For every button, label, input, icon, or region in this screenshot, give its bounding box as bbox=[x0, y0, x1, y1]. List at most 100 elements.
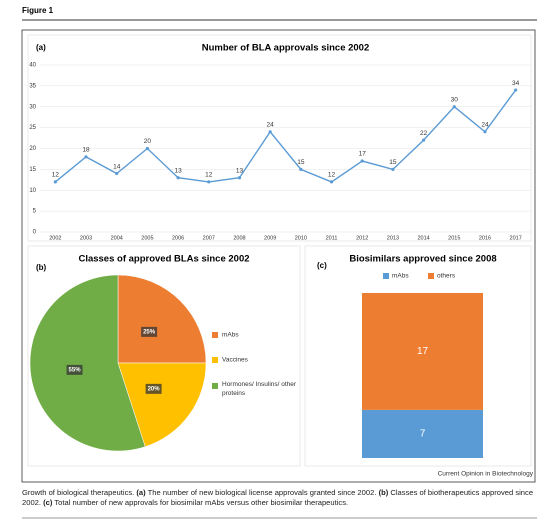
x-tick-label: 2010 bbox=[295, 235, 307, 241]
data-point bbox=[84, 155, 88, 159]
data-point bbox=[237, 176, 242, 180]
x-tick-label: 2007 bbox=[203, 235, 215, 241]
data-label: 12 bbox=[52, 172, 60, 179]
x-tick-label: 2011 bbox=[326, 235, 338, 241]
legend-label: Hormones/ Insulins/ other proteins bbox=[222, 381, 297, 397]
data-label: 24 bbox=[267, 122, 275, 129]
data-point bbox=[299, 167, 303, 171]
label-box bbox=[66, 364, 83, 375]
data-label: 7 bbox=[420, 429, 426, 440]
data-point bbox=[514, 88, 518, 92]
caption-text: (a) bbox=[136, 488, 146, 497]
data-label: 12 bbox=[205, 172, 213, 179]
data-label: 25% bbox=[143, 329, 156, 335]
data-label: 24 bbox=[481, 122, 489, 129]
y-tick-label: 30 bbox=[29, 104, 36, 110]
x-tick-label: 2017 bbox=[510, 235, 522, 241]
data-point bbox=[452, 105, 456, 109]
source: Current Opinion in Biotechnology bbox=[438, 471, 534, 478]
caption-text: (b) bbox=[378, 488, 389, 497]
data-label: 17 bbox=[359, 151, 367, 158]
panel-label: (b) bbox=[36, 263, 47, 272]
x-tick-label: 2006 bbox=[172, 235, 184, 241]
data-line bbox=[54, 89, 517, 183]
legend-swatch bbox=[212, 332, 218, 338]
legend-label: Vaccines bbox=[222, 357, 249, 364]
chart-title: Biosimilars approved since 2008 bbox=[349, 254, 496, 265]
y-tick-label: 10 bbox=[29, 188, 36, 194]
panel-label: (a) bbox=[36, 43, 46, 52]
caption-text: Total number of new approvals for biosim… bbox=[52, 498, 349, 507]
x-tick-label: 2015 bbox=[448, 235, 460, 241]
caption-text: (c) bbox=[43, 498, 53, 507]
data-label: 30 bbox=[451, 96, 459, 103]
data-point bbox=[176, 176, 180, 180]
panel-label: (c) bbox=[317, 261, 327, 270]
legend-label: mAbs bbox=[392, 273, 409, 280]
data-point bbox=[421, 138, 426, 142]
y-tick-label: 0 bbox=[33, 230, 37, 236]
panel-frame bbox=[304, 245, 532, 467]
data-point bbox=[268, 130, 272, 134]
chart-title: Classes of approved BLAs since 2002 bbox=[78, 254, 249, 265]
data-label: 15 bbox=[297, 159, 305, 166]
x-tick-label: 2004 bbox=[111, 235, 123, 241]
data-point bbox=[145, 146, 150, 151]
data-point bbox=[391, 167, 395, 171]
x-tick-label: 2002 bbox=[49, 235, 61, 241]
figure-label: Figure 1 bbox=[22, 6, 54, 15]
data-label: 18 bbox=[82, 147, 90, 154]
data-point bbox=[115, 171, 119, 176]
data-point bbox=[207, 180, 211, 184]
x-tick-label: 2012 bbox=[356, 235, 368, 241]
data-label: 15 bbox=[389, 159, 397, 166]
data-label: 13 bbox=[236, 167, 244, 174]
data-label: 20% bbox=[148, 386, 161, 392]
pie-slice bbox=[117, 274, 207, 364]
data-label: 14 bbox=[113, 163, 121, 170]
y-tick-label: 20 bbox=[29, 146, 36, 152]
y-tick-label: 35 bbox=[29, 83, 36, 89]
legend-label: mAbs bbox=[222, 332, 239, 339]
x-tick-label: 2008 bbox=[233, 235, 245, 241]
data-label: 13 bbox=[174, 167, 182, 174]
legend-swatch bbox=[428, 273, 434, 279]
panel-frame bbox=[27, 245, 301, 467]
caption-text: Growth of biological therapeutics. bbox=[22, 488, 137, 497]
bar-segment bbox=[362, 409, 483, 458]
label-box bbox=[141, 326, 158, 337]
x-tick-label: 2009 bbox=[264, 235, 276, 241]
bar-segment bbox=[362, 293, 483, 410]
y-tick-label: 25 bbox=[29, 125, 36, 131]
legend-label: others bbox=[437, 273, 456, 280]
x-tick-label: 2014 bbox=[417, 235, 429, 241]
data-label: 55% bbox=[69, 367, 82, 373]
legend-swatch bbox=[383, 273, 389, 279]
data-point bbox=[483, 130, 487, 134]
caption: Growth of biological therapeutics. (a) T… bbox=[22, 488, 542, 508]
x-tick-label: 2003 bbox=[80, 235, 92, 241]
data-label: 20 bbox=[144, 138, 152, 145]
y-tick-label: 40 bbox=[29, 63, 36, 69]
chart-title: Number of BLA approvals since 2002 bbox=[202, 43, 370, 54]
x-tick-label: 2013 bbox=[387, 235, 399, 241]
x-tick-label: 2005 bbox=[141, 235, 153, 241]
legend-swatch bbox=[212, 357, 218, 363]
data-point bbox=[329, 180, 334, 184]
x-tick-label: 2016 bbox=[479, 235, 491, 241]
pie-slice bbox=[117, 362, 207, 448]
label-box bbox=[145, 383, 162, 394]
panel-frame bbox=[27, 34, 532, 242]
legend-swatch bbox=[212, 383, 218, 389]
caption-text: The number of new biological license app… bbox=[145, 488, 379, 497]
data-label: 12 bbox=[328, 172, 336, 179]
data-label: 34 bbox=[512, 80, 520, 87]
pie-slice bbox=[29, 274, 146, 452]
caption-text: Classes of biotherapeutics approved sinc… bbox=[22, 488, 534, 507]
data-label: 22 bbox=[420, 130, 428, 137]
data-point bbox=[360, 159, 364, 163]
y-tick-label: 5 bbox=[33, 209, 37, 215]
figure-frame bbox=[21, 29, 536, 483]
